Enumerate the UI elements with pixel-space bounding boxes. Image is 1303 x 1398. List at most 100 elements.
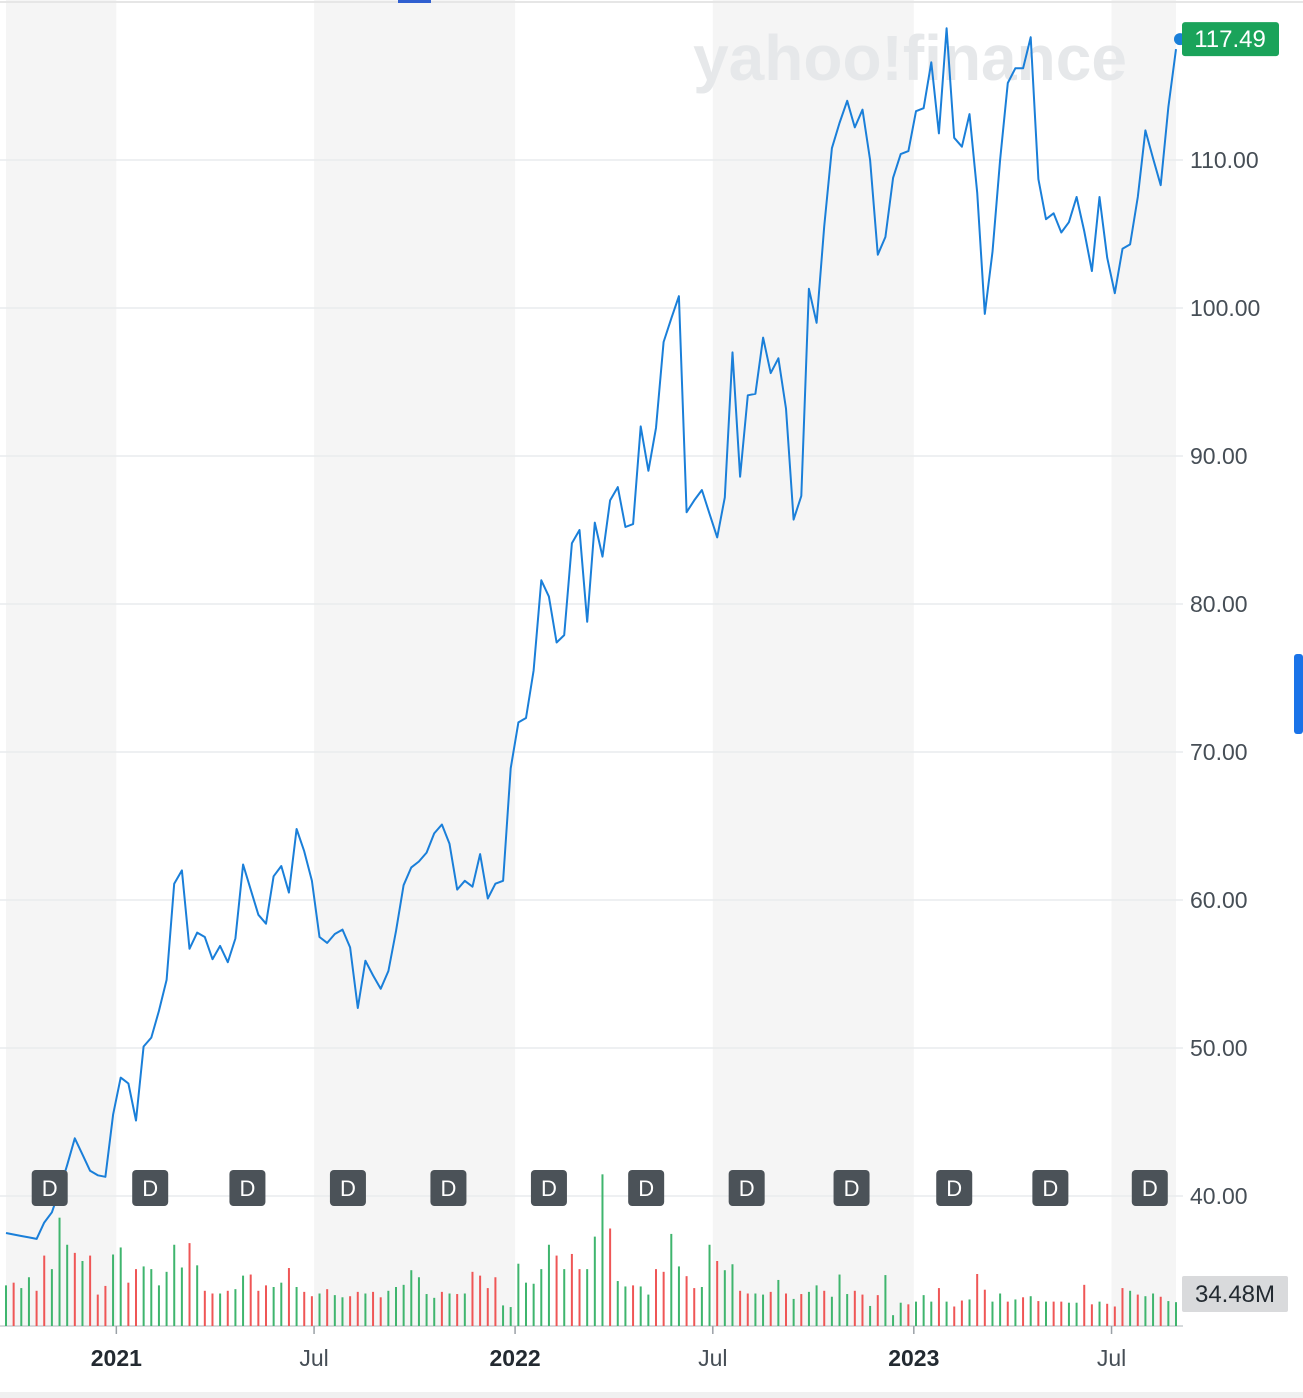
volume-bar (915, 1301, 917, 1326)
yahoo-finance-watermark: yahoo!finance (693, 22, 1127, 94)
volume-bar (180, 1267, 183, 1326)
volume-bar (1167, 1301, 1170, 1326)
shaded-band (1111, 0, 1176, 1326)
shaded-band (6, 0, 117, 1326)
volume-bar (364, 1293, 367, 1326)
volume-bar (517, 1263, 520, 1326)
x-tick-label: 2023 (888, 1345, 939, 1371)
y-tick-label: 60.00 (1190, 887, 1248, 913)
volume-bar (1098, 1301, 1101, 1326)
volume-bar (1175, 1302, 1177, 1326)
price-line (5, 27, 1177, 1240)
dividend-marker[interactable]: D (329, 1170, 366, 1206)
y-tick-label: 110.00 (1190, 147, 1259, 173)
volume-bar (1121, 1288, 1124, 1326)
volume-bar (762, 1294, 765, 1326)
volume-bar (884, 1275, 887, 1326)
volume-bar (433, 1297, 436, 1326)
dividend-marker[interactable]: D (1131, 1170, 1168, 1206)
y-tick-label: 90.00 (1190, 443, 1248, 469)
volume-bar (27, 1277, 30, 1326)
volume-bar (157, 1285, 160, 1326)
dividend-marker[interactable]: D (1032, 1170, 1069, 1206)
y-tick-label: 40.00 (1190, 1183, 1248, 1209)
volume-bar (104, 1285, 107, 1326)
volume-bar (991, 1301, 994, 1326)
volume-bar (234, 1289, 237, 1326)
dividend-marker[interactable]: D (530, 1170, 567, 1206)
volume-bar (700, 1287, 703, 1326)
volume-bar (1090, 1304, 1093, 1326)
dividend-marker[interactable]: D (628, 1170, 665, 1206)
volume-bar (976, 1274, 979, 1326)
dividend-label: D (340, 1176, 356, 1201)
volume-bar (731, 1264, 734, 1326)
volume-bar (723, 1270, 726, 1326)
dividend-badge (229, 1170, 266, 1206)
dividend-label: D (239, 1176, 255, 1201)
volume-tag (1182, 1276, 1288, 1312)
dividend-label: D (1042, 1176, 1058, 1201)
top-range-indicator[interactable] (398, 0, 431, 3)
volume-bar (50, 1269, 53, 1326)
volume-bar (242, 1275, 245, 1326)
shaded-band (712, 0, 914, 1326)
dividend-marker[interactable]: D (229, 1170, 266, 1206)
dividend-label: D (844, 1176, 860, 1201)
volume-bar (807, 1291, 810, 1326)
dividend-marker[interactable]: D (132, 1170, 169, 1206)
x-tick-label: 2021 (91, 1345, 142, 1371)
volume-bar (823, 1290, 826, 1326)
scroll-handle[interactable] (1294, 654, 1303, 734)
dividend-badge (430, 1170, 467, 1206)
dividend-marker[interactable]: D (936, 1170, 973, 1206)
volume-bar (5, 1285, 7, 1326)
dividend-badge (329, 1170, 366, 1206)
dividend-marker[interactable]: D (833, 1170, 870, 1206)
volume-bar (287, 1268, 290, 1326)
volume-bar (73, 1252, 76, 1326)
volume-bar (1067, 1302, 1070, 1326)
volume-bar (616, 1281, 619, 1326)
volume-bar (502, 1305, 505, 1326)
volume-bar (1136, 1294, 1139, 1326)
dividend-label: D (42, 1176, 58, 1201)
volume-bar (670, 1233, 673, 1326)
volume-bar (479, 1275, 482, 1326)
volume-bar (1152, 1293, 1155, 1326)
volume-bar (372, 1291, 375, 1326)
volume-bar (540, 1269, 543, 1326)
dividend-badge (132, 1170, 169, 1206)
volume-bar (907, 1304, 910, 1326)
volume-bar (417, 1277, 420, 1326)
volume-bar (1083, 1284, 1086, 1326)
volume-bar (685, 1276, 688, 1326)
dividend-marker[interactable]: D (430, 1170, 467, 1206)
volume-bar (777, 1279, 780, 1326)
volume-bar (838, 1274, 841, 1326)
volume-bar (1159, 1296, 1162, 1326)
dividend-marker[interactable]: D (31, 1170, 68, 1206)
volume-bar (356, 1291, 359, 1326)
volume-bar (310, 1296, 313, 1326)
volume-bar (792, 1298, 795, 1326)
volume-bar (624, 1286, 627, 1326)
volume-bar (532, 1283, 535, 1326)
dividend-marker[interactable]: D (728, 1170, 765, 1206)
volume-bar (922, 1295, 925, 1326)
volume-bar (211, 1293, 214, 1326)
volume-bar (578, 1269, 581, 1326)
volume-bar (937, 1288, 940, 1326)
volume-bar (1106, 1303, 1109, 1326)
volume-bar (1129, 1290, 1132, 1326)
volume-bar (471, 1271, 474, 1326)
volume-bar (861, 1294, 864, 1326)
volume-bar (899, 1302, 902, 1326)
volume-bar (440, 1291, 443, 1326)
volume-bar (853, 1290, 856, 1326)
volume-bar (953, 1306, 956, 1326)
volume-bar (1029, 1296, 1032, 1326)
volume-bar (58, 1217, 61, 1326)
